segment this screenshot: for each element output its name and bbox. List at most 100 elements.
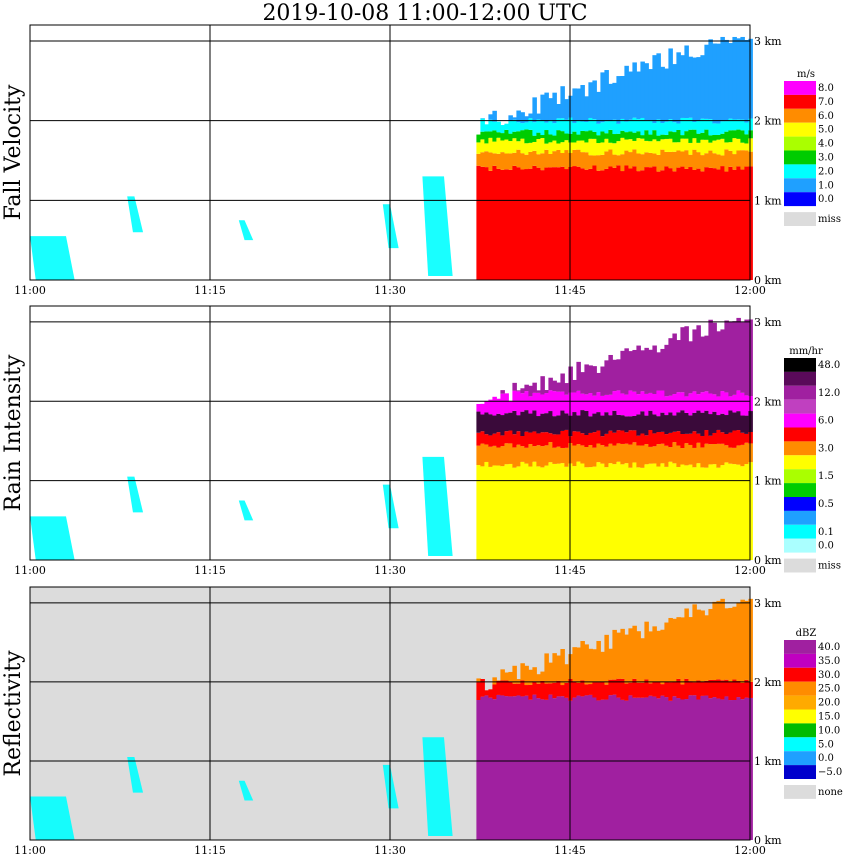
echo-cell [488, 697, 493, 840]
echo-cell [616, 141, 621, 156]
x-tick-label: 12:00 [734, 564, 766, 577]
echo-cell [476, 403, 481, 412]
echo-cell [708, 167, 713, 280]
echo-cell [652, 139, 657, 154]
echo-cell [696, 152, 701, 169]
legend-label: none [818, 787, 843, 798]
echo-cell [736, 430, 741, 446]
echo-cell [676, 142, 681, 151]
echo-cell [640, 411, 645, 434]
echo-cell [736, 602, 741, 682]
echo-cell [748, 697, 753, 840]
echo-cell [608, 129, 613, 143]
echo-cell [484, 434, 489, 445]
echo-cell [724, 392, 729, 416]
echo-cell [744, 166, 749, 280]
echo-cell [508, 430, 513, 444]
echo-cell [592, 682, 597, 698]
echo-cell [632, 462, 637, 560]
echo-cell [744, 464, 749, 560]
legend-swatch [784, 164, 816, 179]
echo-cell [508, 115, 513, 121]
echo-cell [604, 360, 609, 395]
echo-cell [604, 168, 609, 280]
echo-cell [664, 697, 669, 840]
echo-cell [516, 431, 521, 445]
echo-cell [704, 695, 709, 840]
echo-cell [544, 130, 549, 144]
legend-swatch [784, 469, 816, 484]
echo-cell [488, 435, 493, 447]
echo-cell [576, 140, 581, 150]
echo-cell [592, 131, 597, 139]
echo-cell [652, 446, 657, 464]
x-tick-label: 11:15 [194, 844, 226, 857]
echo-cell [748, 130, 753, 139]
echo-cell [668, 48, 673, 120]
echo-cell [588, 416, 593, 433]
echo-cell [540, 699, 545, 840]
echo-cell [724, 415, 729, 435]
echo-cell [696, 394, 701, 411]
echo-cell [680, 684, 685, 700]
echo-cell [592, 413, 597, 433]
echo-cell [548, 120, 553, 135]
echo-cell [592, 395, 597, 414]
echo-cell [524, 129, 529, 144]
legend-swatch [784, 192, 816, 207]
echo-cell [664, 681, 669, 698]
echo-cell [584, 121, 589, 132]
legend-label: 0.5 [818, 499, 834, 510]
echo-cell [640, 135, 645, 139]
echo-cell [564, 466, 569, 560]
echo-cell [732, 679, 737, 700]
echo-cell [520, 435, 525, 447]
echo-cell [508, 141, 513, 154]
echo-cell [720, 413, 725, 433]
echo-cell [504, 680, 509, 697]
echo-cell [588, 130, 593, 139]
echo-cell [712, 697, 717, 840]
legend-swatch [784, 695, 816, 710]
echo-cell [576, 166, 581, 280]
echo-cell [572, 88, 577, 123]
echo-cell [544, 167, 549, 280]
echo-cell [580, 641, 585, 681]
echo-cell [600, 170, 605, 280]
echo-cell [536, 167, 541, 280]
echo-cell [728, 681, 733, 701]
echo-cell [664, 445, 669, 467]
x-tick-label: 11:45 [554, 844, 586, 857]
echo-cell [720, 465, 725, 560]
echo-cell [732, 321, 737, 395]
legend-label: 20.0 [818, 698, 840, 709]
echo-cell [684, 396, 689, 413]
echo-cell [688, 415, 693, 434]
echo-cell [648, 683, 653, 696]
echo-cell [688, 444, 693, 465]
echo-cell [732, 138, 737, 155]
echo-cell [676, 431, 681, 446]
echo-cell [660, 431, 665, 444]
echo-cell [504, 123, 509, 130]
echo-cell [584, 644, 589, 685]
echo-cell [664, 151, 669, 167]
fallstreak [422, 737, 453, 837]
echo-cell [616, 123, 621, 134]
echo-cell [484, 143, 489, 152]
echo-cell [668, 617, 673, 683]
fallstreak [382, 484, 399, 529]
echo-cell [604, 121, 609, 134]
echo-cell [496, 413, 501, 433]
echo-cell [628, 416, 633, 431]
echo-cell [552, 167, 557, 280]
echo-cell [648, 410, 653, 431]
echo-cell [480, 403, 485, 415]
echo-cell [480, 118, 485, 132]
echo-cell [544, 143, 549, 150]
echo-cell [668, 151, 673, 169]
echo-cell [528, 168, 533, 280]
echo-cell [556, 382, 561, 392]
echo-cell [728, 396, 733, 411]
echo-cell [724, 320, 729, 393]
